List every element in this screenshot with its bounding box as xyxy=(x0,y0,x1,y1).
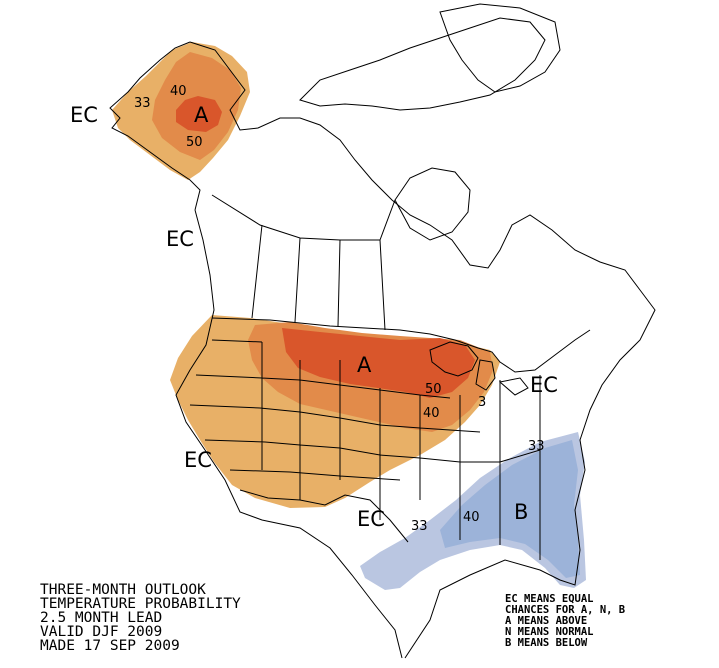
contour-label-ak-40: 40 xyxy=(170,84,187,99)
ec-alaska-west-label: EC xyxy=(70,103,98,127)
outlook-caption: THREE-MONTH OUTLOOK TEMPERATURE PROBABIL… xyxy=(40,582,241,654)
alaska-coast xyxy=(109,41,201,211)
contour-label-se-40: 40 xyxy=(463,510,480,525)
contour-label-se-33-west: 33 xyxy=(411,519,428,534)
legend-line-2: CHANCES FOR A, N, B xyxy=(505,604,625,616)
ec-bc-label: EC xyxy=(166,227,194,251)
canada-us-border xyxy=(211,317,591,373)
plains-above-label: A xyxy=(357,353,372,377)
caption-line-5: MADE 17 SEP 2009 xyxy=(40,638,180,654)
contour-label-se-33-east: 33 xyxy=(528,439,545,454)
caption-line-4: VALID DJF 2009 xyxy=(40,624,162,640)
legend-notes: EC MEANS EQUAL CHANCES FOR A, N, B A MEA… xyxy=(505,593,625,649)
contour-label-ak-33: 33 xyxy=(134,96,151,111)
legend-line-1: EC MEANS EQUAL xyxy=(505,593,594,605)
region-labels: A A B EC EC EC EC EC xyxy=(70,103,558,531)
us-state-grid xyxy=(189,339,541,560)
us-mexico-border xyxy=(239,489,409,543)
southeast-below-40 xyxy=(440,440,580,578)
contour-label-ak-50: 50 xyxy=(186,135,203,150)
caption-line-3: 2.5 MONTH LEAD xyxy=(40,610,162,626)
great-lakes xyxy=(429,341,529,396)
canada-internal-borders xyxy=(211,194,396,331)
geography-outlines xyxy=(109,3,656,659)
contour-labels: 33 40 50 50 40 3 33 33 40 xyxy=(134,84,545,534)
ec-texas-label: EC xyxy=(357,507,385,531)
caption-line-2: TEMPERATURE PROBABILITY xyxy=(40,596,241,612)
ec-southwest-label: EC xyxy=(184,448,212,472)
plains-above-region xyxy=(170,315,500,508)
legend-line-3: A MEANS ABOVE xyxy=(505,615,587,627)
contour-label-gl-33: 3 xyxy=(478,395,486,410)
plains-above-50 xyxy=(282,328,475,398)
greenland xyxy=(439,3,561,93)
hudson-bay xyxy=(394,167,471,241)
southeast-below-label: B xyxy=(514,500,528,524)
alaska-above-region xyxy=(112,42,250,180)
ec-northeast-label: EC xyxy=(530,373,558,397)
alaska-above-50 xyxy=(176,96,222,132)
legend-line-4: N MEANS NORMAL xyxy=(505,626,594,638)
arctic-islands xyxy=(299,17,546,111)
contour-label-gl-40: 40 xyxy=(423,406,440,421)
north-america-coast xyxy=(175,41,656,659)
contour-label-gl-50: 50 xyxy=(425,382,442,397)
southeast-below-region xyxy=(360,432,586,590)
alaska-above-label: A xyxy=(194,103,209,127)
legend-line-5: B MEANS BELOW xyxy=(505,637,588,649)
caption-line-1: THREE-MONTH OUTLOOK xyxy=(40,582,206,598)
